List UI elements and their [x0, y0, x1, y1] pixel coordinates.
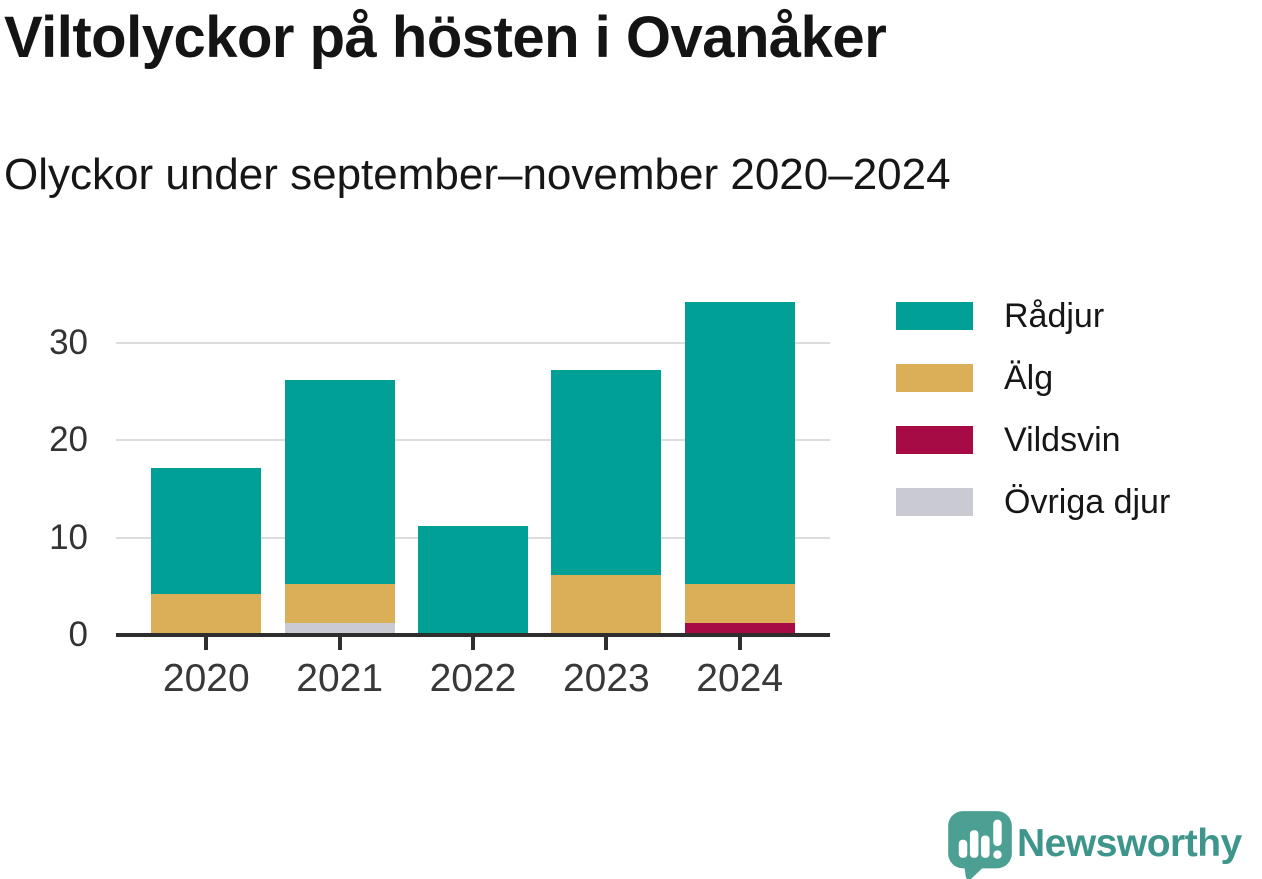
x-tick-2022	[471, 637, 475, 650]
legend-label: Rådjur	[1004, 296, 1105, 335]
x-tick-2020	[204, 637, 209, 650]
x-tick-label-2020: 2020	[162, 657, 250, 700]
legend-swatch	[896, 426, 973, 454]
bar-segment-2021-Övriga djur	[284, 623, 395, 633]
x-tick-2021	[337, 637, 342, 650]
legend-swatch	[896, 302, 973, 330]
gridline-20	[116, 439, 830, 442]
bar-segment-2024-Vildsvin	[684, 623, 795, 633]
legend-item-Vildsvin: Vildsvin	[896, 421, 1121, 459]
x-tick-2023	[604, 637, 609, 650]
brand-name: Newsworthy	[1017, 822, 1242, 865]
legend-label: Övriga djur	[1004, 482, 1171, 521]
exclamation-bar	[993, 819, 1002, 847]
bar-3	[981, 835, 990, 858]
bar-2	[969, 830, 979, 858]
y-tick-label-0: 0	[68, 615, 88, 654]
y-tick-label-20: 20	[49, 420, 88, 460]
legend-item-Övriga djur: Övriga djur	[896, 483, 1170, 521]
x-tick-label-2021: 2021	[296, 657, 384, 700]
legend-label: Vildsvin	[1004, 420, 1121, 459]
chart-title: Viltolyckor på hösten i Ovanåker	[4, 5, 887, 70]
legend-swatch	[896, 488, 973, 516]
chart-subtitle: Olyckor under september–november 2020–20…	[4, 150, 951, 199]
newsworthy-logo-icon	[948, 811, 1012, 879]
bar-segment-2020-Rådjur	[151, 467, 262, 595]
bar-1	[958, 839, 968, 858]
x-tick-label-2022: 2022	[429, 657, 517, 700]
legend-item-Älg: Älg	[896, 359, 1053, 397]
gridline-30	[116, 342, 830, 344]
bar-segment-2023-Rådjur	[551, 370, 662, 575]
bar-segment-2024-Rådjur	[684, 302, 795, 585]
bar-segment-2021-Älg	[284, 584, 395, 624]
bar-segment-2023-Älg	[551, 574, 662, 633]
legend-item-Rådjur: Rådjur	[896, 297, 1104, 335]
y-tick-label-30: 30	[49, 323, 88, 362]
legend-label: Älg	[1004, 358, 1054, 397]
x-tick-2024	[737, 637, 742, 650]
bar-segment-2021-Rådjur	[284, 379, 395, 585]
bar-segment-2020-Älg	[151, 594, 262, 633]
exclamation-dot	[993, 850, 1002, 859]
bar-segment-2024-Älg	[684, 584, 795, 624]
legend-swatch	[896, 364, 973, 392]
x-tick-label-2023: 2023	[562, 657, 650, 700]
bar-segment-2022-Rådjur	[418, 525, 528, 633]
x-tick-label-2024: 2024	[696, 657, 784, 700]
speech-bubble-shape	[948, 811, 1012, 879]
x-axis-line	[116, 633, 830, 637]
y-tick-label-10: 10	[49, 517, 88, 557]
